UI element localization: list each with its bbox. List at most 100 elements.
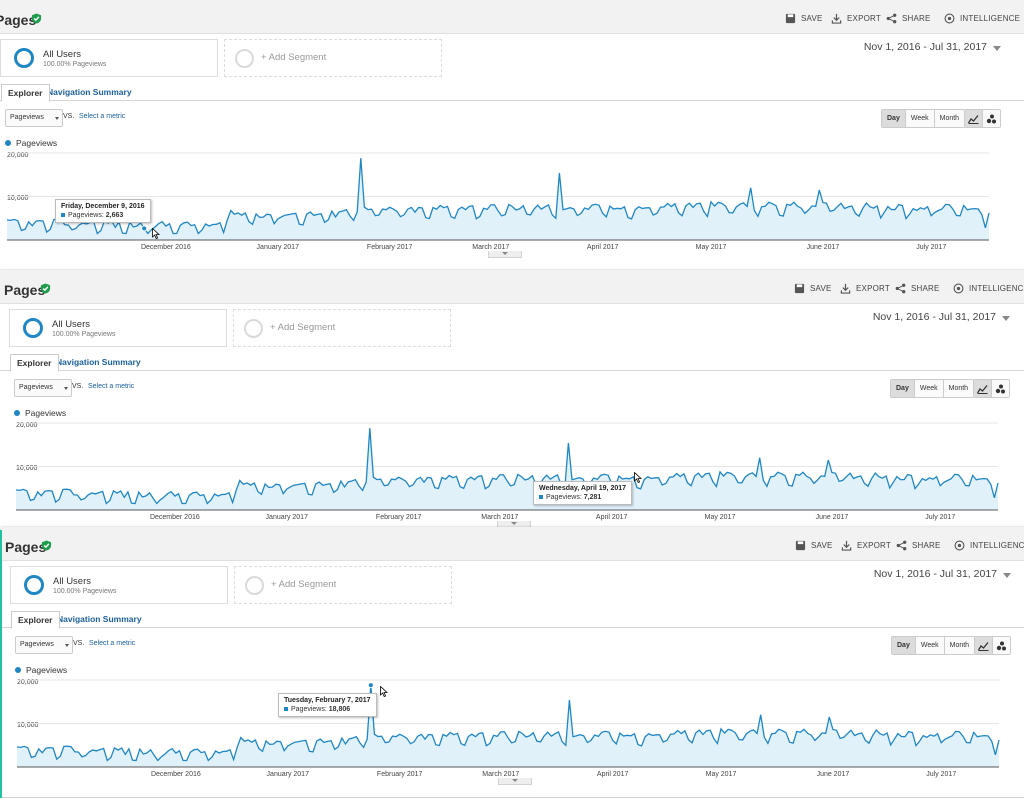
chevron-down-icon[interactable] (1002, 316, 1010, 321)
add-segment-button[interactable]: + Add Segment (234, 566, 452, 604)
chart-view-toggle (973, 379, 1010, 398)
week-button[interactable]: Week (914, 380, 944, 397)
share-label: SHARE (912, 541, 941, 550)
chart-expand-handle[interactable] (488, 251, 522, 258)
add-segment-button[interactable]: + Add Segment (224, 39, 442, 77)
legend-swatch (15, 667, 21, 673)
legend-pageviews: Pageviews (26, 665, 68, 675)
date-range-picker[interactable]: Nov 1, 2016 - Jul 31, 2017 (873, 568, 997, 580)
hover-data-point[interactable] (141, 225, 148, 232)
intelligence-icon (954, 540, 965, 551)
add-segment-label: + Add Segment (261, 52, 327, 63)
day-button[interactable]: Day (891, 380, 915, 397)
pageviews-chart[interactable]: December 2016 January 2017 February 2017 Ma… (0, 150, 1001, 252)
x-tick-label: June 2017 (817, 771, 850, 778)
tab-explorer[interactable]: Explorer (10, 354, 59, 372)
intelligence-icon (944, 13, 955, 24)
metric-dropdown[interactable]: Pageviews (15, 636, 73, 654)
vs-label: VS. (63, 113, 75, 120)
y-tick-label: 20,000 (17, 679, 39, 686)
tooltip-value: 7,281 (583, 494, 602, 501)
pageviews-chart[interactable]: December 2016 January 2017 February 2017 Ma… (0, 420, 1010, 522)
segment-all-users[interactable]: All Users 100.00% Pageviews (10, 566, 228, 604)
legend-swatch (14, 410, 20, 416)
hover-data-point[interactable] (367, 682, 374, 689)
x-tick-label: July 2017 (925, 514, 955, 521)
pages-report-panel-1: Pages SAVE EXPORT SHARE INTELLIGENCE (0, 0, 1024, 270)
chart-expand-handle[interactable] (498, 778, 532, 785)
share-button[interactable]: SHARE (886, 13, 931, 24)
export-button[interactable]: EXPORT (841, 540, 891, 551)
month-button[interactable]: Month (944, 637, 975, 654)
share-icon (896, 540, 907, 551)
x-tick-label: March 2017 (482, 771, 519, 778)
metric-selected: Pageviews (19, 384, 53, 391)
legend-pageviews: Pageviews (16, 138, 58, 148)
caret-down-icon (55, 117, 59, 120)
motion-chart-icon[interactable] (983, 110, 1000, 127)
metric-selected: Pageviews (20, 641, 54, 648)
x-tick-label: May 2017 (696, 244, 727, 251)
segment-ring-icon (24, 575, 44, 595)
intelligence-button[interactable]: INTELLIGENCE (944, 13, 1020, 24)
vs-label: VS. (72, 383, 84, 390)
metric-dropdown[interactable]: Pageviews (14, 379, 72, 397)
page-title: Pages (5, 539, 47, 555)
metric-dropdown[interactable]: Pageviews (5, 109, 63, 127)
motion-chart-icon[interactable] (993, 637, 1010, 654)
export-button[interactable]: EXPORT (831, 13, 881, 24)
segment-all-users[interactable]: All Users 100.00% Pageviews (9, 309, 227, 347)
caret-down-icon (65, 644, 69, 647)
share-button[interactable]: SHARE (895, 283, 940, 294)
month-button[interactable]: Month (943, 380, 974, 397)
x-tick-label: January 2017 (266, 514, 309, 521)
week-button[interactable]: Week (915, 637, 945, 654)
intelligence-button[interactable]: INTELLIGENCE (953, 283, 1024, 294)
add-segment-button[interactable]: + Add Segment (233, 309, 451, 347)
select-metric-link[interactable]: Select a metric (79, 113, 126, 120)
mouse-cursor-icon (634, 472, 642, 483)
segment-all-users[interactable]: All Users 100.00% Pageviews (0, 39, 218, 77)
export-label: EXPORT (847, 14, 881, 23)
page-title: Pages (0, 12, 37, 28)
line-chart-icon[interactable] (974, 380, 992, 397)
line-chart-icon[interactable] (975, 637, 993, 654)
tab-navigation-summary[interactable]: Navigation Summary (56, 357, 141, 367)
segment-subtitle: 100.00% Pageviews (43, 61, 107, 68)
day-button[interactable]: Day (882, 110, 906, 127)
date-range-picker[interactable]: Nov 1, 2016 - Jul 31, 2017 (863, 41, 987, 53)
day-button[interactable]: Day (892, 637, 916, 654)
save-button[interactable]: SAVE (785, 13, 823, 24)
chevron-down-icon[interactable] (993, 46, 1001, 51)
add-segment-label: + Add Segment (271, 579, 337, 590)
month-button[interactable]: Month (934, 110, 965, 127)
chevron-down-icon[interactable] (1003, 573, 1011, 578)
select-metric-link[interactable]: Select a metric (88, 383, 135, 390)
save-button[interactable]: SAVE (795, 540, 833, 551)
x-tick-label: June 2017 (816, 514, 849, 521)
intelligence-button[interactable]: INTELLIGENCE (954, 540, 1024, 551)
share-button[interactable]: SHARE (896, 540, 941, 551)
line-chart-icon[interactable] (965, 110, 983, 127)
tab-navigation-summary[interactable]: Navigation Summary (57, 614, 142, 624)
save-button[interactable]: SAVE (794, 283, 832, 294)
x-tick-label: April 2017 (596, 514, 628, 521)
week-button[interactable]: Week (905, 110, 935, 127)
chart-tooltip: Friday, December 9, 2016 Pageviews: 2,66… (55, 199, 151, 223)
caret-down-icon (64, 387, 68, 390)
series-line-pageviews (15, 428, 999, 505)
tooltip-date: Friday, December 9, 2016 (61, 203, 145, 210)
tab-navigation-summary[interactable]: Navigation Summary (47, 87, 132, 97)
chart-tooltip: Wednesday, April 19, 2017 Pageviews: 7,2… (533, 481, 633, 505)
tab-explorer[interactable]: Explorer (1, 84, 50, 102)
check-shield-icon (40, 283, 51, 294)
segment-ring-icon (14, 48, 34, 68)
export-button[interactable]: EXPORT (840, 283, 890, 294)
select-metric-link[interactable]: Select a metric (89, 640, 136, 647)
pageviews-chart[interactable]: December 2016 January 2017 February 2017 Ma… (1, 677, 1011, 779)
empty-segment-ring-icon (235, 49, 254, 68)
date-range-picker[interactable]: Nov 1, 2016 - Jul 31, 2017 (872, 311, 996, 323)
save-icon (785, 13, 796, 24)
motion-chart-icon[interactable] (992, 380, 1009, 397)
tab-explorer[interactable]: Explorer (11, 611, 60, 629)
